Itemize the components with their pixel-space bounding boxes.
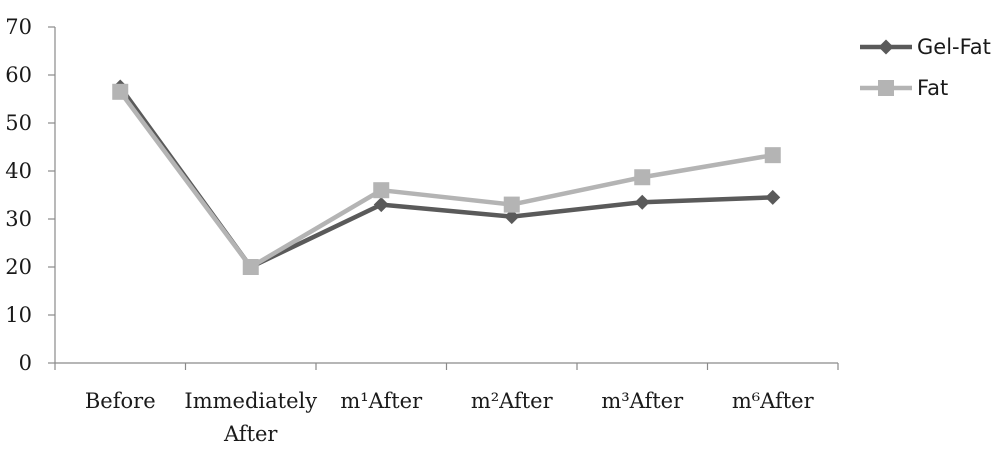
x-axis-ticks: Before Immediately After m¹After m²After m³Af… xyxy=(54,363,839,446)
series-line xyxy=(118,85,773,270)
x-category-label: m³After xyxy=(601,389,684,413)
x-category-label: m⁶After xyxy=(732,389,815,413)
data-point xyxy=(373,197,389,213)
legend-item: Gel-Fat xyxy=(860,35,991,59)
data-point xyxy=(242,259,259,275)
x-category-label: Immediately After xyxy=(184,389,317,446)
x-category-label-line: m⁶After xyxy=(732,389,815,413)
data-point xyxy=(503,196,520,213)
legend-swatch-marker xyxy=(878,39,894,55)
y-axis-ticks: 0 10 20 30 40 50 60 70 xyxy=(5,15,55,375)
legend: Gel-Fat Fat xyxy=(860,35,991,100)
y-tick-label: 20 xyxy=(5,255,32,279)
series-layer xyxy=(112,79,781,275)
legend-item: Fat xyxy=(860,76,948,100)
x-category-label-line: m²After xyxy=(471,389,554,413)
data-point xyxy=(373,182,390,199)
data-point xyxy=(634,194,650,210)
y-tick-label: 0 xyxy=(19,351,32,375)
data-point xyxy=(764,147,781,164)
data-point xyxy=(634,169,651,186)
chart-axes xyxy=(54,27,838,364)
data-point xyxy=(765,189,781,205)
legend-label: Fat xyxy=(917,76,948,100)
y-tick-label: 70 xyxy=(5,15,32,39)
data-point xyxy=(504,209,520,225)
x-category-label: m²After xyxy=(471,389,554,413)
legend-label: Gel-Fat xyxy=(917,35,991,59)
y-tick-label: 40 xyxy=(5,159,32,183)
x-category-label-line: After xyxy=(223,422,278,446)
y-tick-label: 30 xyxy=(5,207,32,231)
x-category-label-line: Immediately xyxy=(184,389,317,413)
x-category-label: m¹After xyxy=(340,389,423,413)
y-tick-label: 60 xyxy=(5,63,32,87)
x-category-label-line: Before xyxy=(85,389,156,413)
series-gel-fat xyxy=(112,79,781,275)
data-point xyxy=(112,83,129,100)
x-category-label-line: m³After xyxy=(601,389,684,413)
series-line xyxy=(118,90,774,270)
y-tick-label: 50 xyxy=(5,111,32,135)
x-category-label-line: m¹After xyxy=(340,389,423,413)
series-fat xyxy=(112,83,781,275)
y-tick-label: 10 xyxy=(5,303,32,327)
legend-swatch-marker xyxy=(878,80,894,96)
x-category-label: Before xyxy=(85,389,156,413)
